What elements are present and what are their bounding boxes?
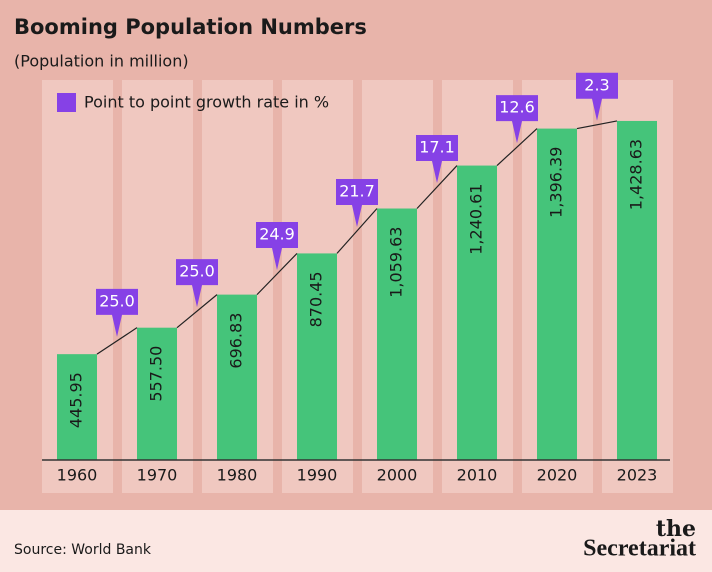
- bar-value-label: 696.83: [227, 313, 246, 369]
- bar-value-label: 557.50: [147, 346, 166, 402]
- bar: [297, 253, 337, 460]
- x-tick-label: 1980: [217, 466, 258, 485]
- x-tick-label: 2023: [617, 466, 658, 485]
- chart-subtitle: (Population in million): [14, 52, 189, 71]
- brand: Secretariat: [583, 536, 696, 562]
- growth-connector: [256, 252, 298, 296]
- bar-value-label: 1,428.63: [627, 139, 646, 210]
- footer: [0, 510, 712, 572]
- growth-marker: [256, 222, 298, 271]
- growth-label: 25.0: [179, 262, 215, 281]
- growth-label: 21.7: [339, 181, 375, 200]
- x-tick-label: 1990: [297, 466, 338, 485]
- growth-connector: [576, 120, 618, 130]
- growth-marker: [496, 95, 538, 144]
- growth-label: 17.1: [419, 138, 455, 157]
- bar-value-label: 445.95: [67, 372, 86, 428]
- bar: [217, 294, 257, 460]
- legend-swatch: [57, 93, 76, 112]
- bar-value-label: 1,059.63: [387, 227, 406, 298]
- x-tick-label: 1970: [137, 466, 178, 485]
- growth-connector: [496, 128, 538, 167]
- growth-marker: [576, 72, 618, 121]
- bar: [57, 354, 97, 460]
- growth-label: 2.3: [584, 75, 609, 94]
- bar-value-label: 870.45: [307, 271, 326, 327]
- growth-marker: [336, 178, 378, 227]
- growth-marker: [176, 259, 218, 308]
- x-tick-label: 2010: [457, 466, 498, 485]
- chart-title: Booming Population Numbers: [14, 15, 367, 39]
- growth-marker: [96, 288, 138, 337]
- x-tick-label: 2020: [537, 466, 578, 485]
- growth-connector: [336, 208, 378, 254]
- growth-label: 24.9: [259, 225, 295, 244]
- x-tick-label: 1960: [57, 466, 98, 485]
- bar: [617, 120, 657, 460]
- source: Source: World Bank: [14, 542, 152, 558]
- growth-connector: [176, 294, 218, 329]
- bar: [457, 165, 497, 460]
- bar: [377, 208, 417, 460]
- growth-connector: [416, 165, 458, 209]
- x-tick-label: 2000: [377, 466, 418, 485]
- bar-value-label: 1,240.61: [467, 184, 486, 255]
- growth-label: 12.6: [499, 98, 535, 117]
- bar: [137, 327, 177, 460]
- brand-top: the: [656, 516, 696, 542]
- growth-label: 25.0: [99, 291, 135, 310]
- bar: [537, 128, 577, 461]
- growth-marker: [416, 135, 458, 184]
- growth-connector: [96, 327, 138, 355]
- legend-label: Point to point growth rate in %: [84, 93, 329, 112]
- bar-value-label: 1,396.39: [547, 147, 566, 218]
